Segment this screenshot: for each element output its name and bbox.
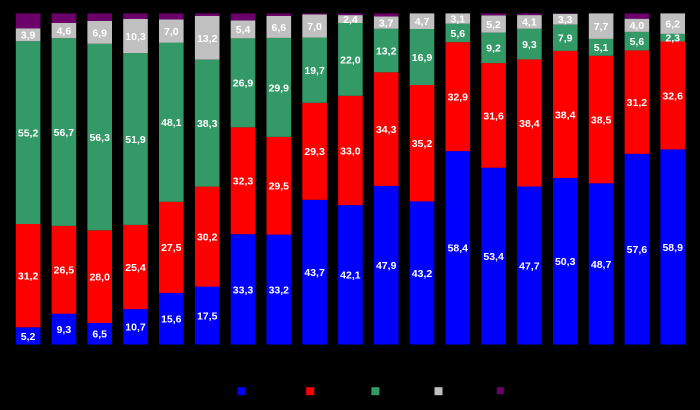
svg-text:17,5: 17,5 bbox=[197, 310, 218, 322]
svg-text:38,3: 38,3 bbox=[197, 118, 218, 130]
svg-text:29,9: 29,9 bbox=[269, 82, 290, 94]
svg-text:32,6: 32,6 bbox=[662, 90, 683, 102]
svg-text:55,2: 55,2 bbox=[18, 128, 39, 140]
svg-text:29,3: 29,3 bbox=[304, 146, 325, 158]
svg-text:33,3: 33,3 bbox=[233, 284, 254, 296]
svg-text:28,0: 28,0 bbox=[89, 272, 110, 284]
svg-text:30,2: 30,2 bbox=[197, 231, 218, 243]
svg-text:3,1: 3,1 bbox=[450, 13, 465, 25]
svg-text:47,7: 47,7 bbox=[519, 260, 540, 272]
svg-text:51,9: 51,9 bbox=[125, 134, 146, 146]
svg-text:26,5: 26,5 bbox=[54, 265, 75, 277]
svg-text:31,6: 31,6 bbox=[483, 110, 504, 122]
svg-text:4,7: 4,7 bbox=[415, 16, 430, 28]
svg-text:10,7: 10,7 bbox=[125, 322, 146, 334]
svg-text:13,2: 13,2 bbox=[376, 45, 397, 57]
svg-text:7,0: 7,0 bbox=[307, 21, 322, 33]
svg-text:33,2: 33,2 bbox=[269, 284, 290, 296]
svg-text:38,5: 38,5 bbox=[591, 114, 612, 126]
svg-text:57,6: 57,6 bbox=[627, 244, 648, 256]
svg-text:9,2: 9,2 bbox=[486, 43, 501, 55]
svg-text:27,5: 27,5 bbox=[161, 242, 182, 254]
svg-text:50,3: 50,3 bbox=[555, 256, 576, 268]
svg-text:48,7: 48,7 bbox=[591, 259, 612, 271]
svg-text:53,4: 53,4 bbox=[483, 251, 504, 263]
svg-text:5,6: 5,6 bbox=[630, 36, 645, 48]
svg-text:5,2: 5,2 bbox=[486, 19, 501, 31]
svg-text:32,9: 32,9 bbox=[448, 92, 469, 104]
svg-text:6,6: 6,6 bbox=[271, 22, 286, 34]
svg-text:9,3: 9,3 bbox=[522, 39, 537, 51]
svg-text:13,2: 13,2 bbox=[197, 33, 218, 45]
svg-text:9,3: 9,3 bbox=[57, 324, 72, 336]
svg-text:42,1: 42,1 bbox=[340, 270, 361, 282]
svg-text:5,1: 5,1 bbox=[594, 42, 609, 54]
svg-text:34,3: 34,3 bbox=[376, 124, 397, 136]
svg-text:58,9: 58,9 bbox=[662, 242, 683, 254]
svg-text:43,2: 43,2 bbox=[412, 268, 433, 280]
svg-text:6,5: 6,5 bbox=[92, 329, 107, 341]
svg-text:4,6: 4,6 bbox=[57, 26, 72, 38]
svg-text:25,4: 25,4 bbox=[125, 262, 146, 274]
svg-text:35,2: 35,2 bbox=[412, 138, 433, 150]
svg-text:31,2: 31,2 bbox=[627, 97, 648, 109]
svg-text:6,9: 6,9 bbox=[92, 27, 107, 39]
svg-text:5,6: 5,6 bbox=[450, 28, 465, 40]
svg-text:5,4: 5,4 bbox=[236, 24, 251, 36]
svg-text:3,7: 3,7 bbox=[379, 17, 394, 29]
svg-text:15,6: 15,6 bbox=[161, 314, 182, 326]
svg-text:43,7: 43,7 bbox=[304, 267, 325, 279]
svg-text:7,9: 7,9 bbox=[558, 33, 573, 45]
svg-text:56,3: 56,3 bbox=[89, 132, 110, 144]
svg-text:3,9: 3,9 bbox=[21, 30, 36, 42]
svg-text:19,7: 19,7 bbox=[304, 65, 325, 77]
svg-text:31,2: 31,2 bbox=[18, 271, 39, 283]
svg-text:58,4: 58,4 bbox=[448, 243, 469, 255]
svg-text:38,4: 38,4 bbox=[519, 118, 540, 130]
svg-text:2,3: 2,3 bbox=[665, 33, 680, 45]
svg-text:4,1: 4,1 bbox=[522, 17, 537, 29]
svg-text:3,3: 3,3 bbox=[558, 14, 573, 26]
svg-text:29,5: 29,5 bbox=[269, 181, 290, 193]
svg-text:38,4: 38,4 bbox=[555, 109, 576, 121]
svg-text:2,4: 2,4 bbox=[343, 14, 358, 26]
svg-text:7,7: 7,7 bbox=[594, 21, 609, 33]
svg-text:33,0: 33,0 bbox=[340, 145, 361, 157]
svg-text:26,9: 26,9 bbox=[233, 78, 254, 90]
svg-text:56,7: 56,7 bbox=[54, 127, 75, 139]
svg-text:10,3: 10,3 bbox=[125, 31, 146, 43]
svg-text:6,2: 6,2 bbox=[665, 19, 680, 31]
svg-text:22,0: 22,0 bbox=[340, 54, 361, 66]
svg-text:4,0: 4,0 bbox=[630, 20, 645, 32]
svg-text:5,2: 5,2 bbox=[21, 331, 36, 343]
svg-text:7,0: 7,0 bbox=[164, 26, 179, 38]
svg-text:16,9: 16,9 bbox=[412, 52, 433, 64]
svg-text:47,9: 47,9 bbox=[376, 260, 397, 272]
svg-text:48,1: 48,1 bbox=[161, 117, 182, 129]
svg-text:32,3: 32,3 bbox=[233, 176, 254, 188]
